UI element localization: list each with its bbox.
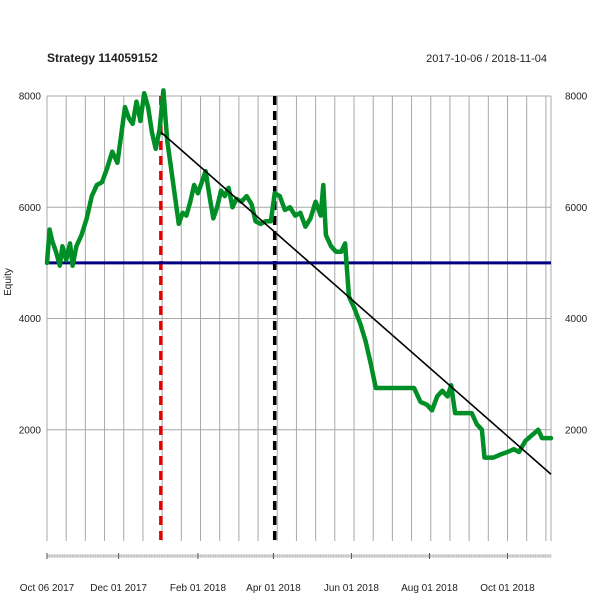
x-tick-label: Aug 01 2018 — [401, 583, 458, 594]
chart-title: Strategy 114059152 — [47, 51, 158, 65]
y-axis-label: Equity — [3, 268, 14, 296]
x-tick-label: Feb 01 2018 — [170, 583, 227, 594]
x-tick-label: Jun 01 2018 — [324, 583, 379, 594]
y-tick-label-left: 4000 — [19, 314, 42, 325]
y-tick-label-right: 2000 — [565, 425, 588, 436]
equity-line — [44, 88, 554, 460]
x-tick-label: Dec 01 2017 — [90, 583, 147, 594]
x-tick-label: Apr 01 2018 — [246, 583, 301, 594]
equity-series — [44, 88, 554, 475]
axis-ticks: 2000 2000 4000 4000 6000 6000 8000 8000 Oct 06 2… — [19, 92, 588, 595]
y-tick-label-left: 8000 — [19, 92, 42, 103]
grid-lines — [46, 95, 552, 541]
x-tick-label: Oct 06 2017 — [20, 583, 75, 594]
y-tick-label-right: 6000 — [565, 203, 588, 214]
x-tick-label: Oct 01 2018 — [480, 583, 535, 594]
y-tick-label-left: 2000 — [19, 425, 42, 436]
trend-line — [160, 131, 552, 475]
date-range: 2017-10-06 / 2018-11-04 — [426, 53, 547, 65]
y-tick-label-right: 4000 — [565, 314, 588, 325]
y-tick-label-right: 8000 — [565, 92, 588, 103]
y-tick-label-left: 6000 — [19, 203, 42, 214]
